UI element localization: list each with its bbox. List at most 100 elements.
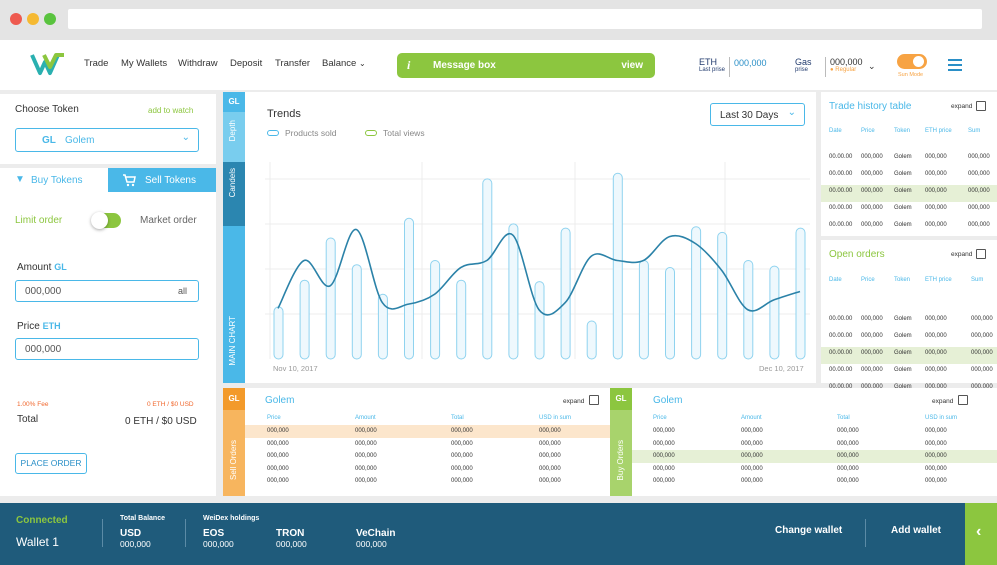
gas-select[interactable]: 000,000 ● Regular — [830, 57, 863, 73]
table-row[interactable]: 00.00.00 000,000 Golem 000,000 000,000 — [821, 381, 997, 398]
table-row[interactable]: 000,000 000,000 000,000 000,000 — [632, 463, 997, 476]
bar-products-sold[interactable] — [612, 172, 623, 360]
bar-products-sold[interactable] — [586, 320, 597, 360]
table-row[interactable]: 000,000 000,000 000,000 000,000 — [245, 438, 610, 451]
column-header: Total — [837, 415, 850, 421]
table-row[interactable]: 000,000 000,000 000,000 000,000 — [632, 438, 997, 451]
change-wallet-button[interactable]: Change wallet — [775, 525, 843, 536]
table-row[interactable]: 00.00.00 000,000 Golem 000,000 000,000 — [821, 313, 997, 330]
table-row[interactable]: 000,000 000,000 000,000 000,000 — [632, 450, 997, 463]
message-box[interactable]: i Message box view — [397, 53, 655, 78]
table-row[interactable]: 00.00.00 000,000 Golem 000,000 000,000 — [821, 330, 997, 347]
token-select[interactable]: GL Golem ⌄ — [15, 128, 199, 152]
expand-icon[interactable] — [589, 395, 599, 405]
tab-candels[interactable]: Candels — [223, 162, 245, 226]
bar-products-sold[interactable] — [482, 178, 493, 360]
bar-products-sold[interactable] — [534, 281, 545, 360]
amount-label-row: Amount GL — [17, 262, 67, 273]
place-order-button[interactable]: PLACE ORDER — [15, 453, 87, 474]
holding-usd-value: 000,000 — [120, 539, 151, 549]
table-row[interactable]: 00.00.00 000,000 Golem 000,000 000,000 — [821, 364, 997, 381]
table-cell: 00.00.00 — [829, 188, 853, 194]
expand-label[interactable]: expand — [932, 398, 954, 405]
bar-products-sold[interactable] — [508, 223, 519, 360]
bar-products-sold[interactable] — [717, 231, 728, 360]
table-row[interactable]: 00.00.00 000,000 Golem 000,000 000,000 — [821, 168, 997, 185]
nav-balance[interactable]: Balance ⌄ — [322, 58, 366, 69]
bar-products-sold[interactable] — [795, 227, 806, 360]
bar-products-sold[interactable] — [691, 226, 702, 360]
nav-deposit[interactable]: Deposit — [230, 58, 263, 69]
address-bar[interactable] — [68, 9, 982, 29]
logo-icon[interactable] — [30, 52, 66, 76]
amount-input[interactable]: 000,000 all — [15, 280, 199, 302]
column-header: USD in sum — [539, 415, 572, 421]
minimize-window-icon[interactable] — [27, 13, 39, 25]
close-window-icon[interactable] — [10, 13, 22, 25]
table-row[interactable]: 000,000 000,000 000,000 000,000 — [245, 425, 610, 438]
wallet-name[interactable]: Wallet 1 — [16, 535, 59, 549]
column-header: ETH price — [925, 128, 952, 134]
expand-icon[interactable] — [958, 395, 968, 405]
bar-products-sold[interactable] — [273, 306, 284, 360]
expand-icon[interactable] — [976, 101, 986, 111]
tab-main-chart[interactable]: MAIN CHART — [228, 316, 237, 366]
nav-my-wallets[interactable]: My Wallets — [121, 58, 168, 69]
tab-buy-tokens[interactable]: ▼ Buy Tokens — [0, 168, 108, 192]
table-row[interactable]: 000,000 000,000 000,000 000,000 — [245, 463, 610, 476]
price-input[interactable]: 000,000 — [15, 338, 199, 360]
nav-withdraw[interactable]: Withdraw — [178, 58, 218, 69]
tab-gl[interactable]: GL — [228, 97, 240, 106]
table-row[interactable]: 00.00.00 000,000 Golem 000,000 000,000 — [821, 151, 997, 168]
bar-products-sold[interactable] — [560, 227, 571, 360]
table-row[interactable]: 00.00.00 000,000 Golem 000,000 000,000 — [821, 219, 997, 236]
nav-trade[interactable]: Trade — [84, 58, 109, 69]
bar-products-sold[interactable] — [769, 265, 780, 360]
table-row[interactable]: 000,000 000,000 000,000 000,000 — [632, 425, 997, 438]
chevron-down-icon[interactable]: ⌄ — [868, 61, 876, 71]
bar-products-sold[interactable] — [325, 237, 336, 360]
message-view-link[interactable]: view — [621, 60, 643, 71]
bar-products-sold[interactable] — [377, 293, 388, 360]
tab-depth[interactable]: Depth — [223, 112, 245, 162]
table-cell: 000,000 — [968, 154, 990, 160]
table-cell: 000,000 — [925, 478, 947, 484]
table-row[interactable]: 000,000 000,000 000,000 000,000 — [245, 475, 610, 488]
expand-label[interactable]: expand — [951, 251, 973, 258]
table-cell: 000,000 — [837, 453, 859, 459]
table-cell: 00.00.00 — [829, 350, 853, 356]
amount-all-button[interactable]: all — [177, 286, 187, 296]
add-wallet-button[interactable]: Add wallet — [891, 525, 942, 536]
sell-tab-gl[interactable]: GL — [223, 388, 245, 410]
bar-products-sold[interactable] — [351, 264, 362, 360]
table-row[interactable]: 000,000 000,000 000,000 000,000 — [245, 450, 610, 463]
expand-icon[interactable] — [976, 249, 986, 259]
date-range-select[interactable]: Last 30 Days ⌄ — [710, 103, 805, 126]
collapse-footer-button[interactable]: ‹ — [965, 503, 997, 565]
bar-products-sold[interactable] — [299, 279, 310, 360]
expand-label[interactable]: expand — [951, 103, 973, 110]
tab-sell-tokens[interactable]: Sell Tokens — [108, 168, 216, 192]
bar-products-sold[interactable] — [430, 260, 441, 360]
menu-icon[interactable] — [948, 59, 962, 71]
table-row[interactable]: 00.00.00 000,000 Golem 000,000 000,000 — [821, 185, 997, 202]
nav-balance-label: Balance — [322, 58, 357, 69]
sun-mode-toggle[interactable] — [897, 54, 927, 69]
bar-products-sold[interactable] — [404, 217, 414, 360]
table-row[interactable]: 00.00.00 000,000 Golem 000,000 000,000 — [821, 347, 997, 364]
table-row[interactable]: 00.00.00 000,000 Golem 000,000 000,000 — [821, 202, 997, 219]
buy-tab-gl[interactable]: GL — [610, 388, 632, 410]
order-type-toggle[interactable] — [91, 212, 121, 229]
add-to-watch-link[interactable]: add to watch — [148, 106, 194, 115]
table-row[interactable]: 000,000 000,000 000,000 000,000 — [632, 475, 997, 488]
order-form-panel: ▼ Buy Tokens Sell Tokens Limit order Mar… — [0, 168, 216, 496]
maximize-window-icon[interactable] — [44, 13, 56, 25]
nav-transfer[interactable]: Transfer — [275, 58, 311, 69]
bar-products-sold[interactable] — [638, 260, 649, 360]
bar-products-sold[interactable] — [665, 267, 675, 360]
limit-order-label[interactable]: Limit order — [15, 215, 63, 226]
expand-label[interactable]: expand — [563, 398, 585, 405]
market-order-label[interactable]: Market order — [140, 215, 197, 226]
bar-products-sold[interactable] — [456, 279, 467, 360]
table-cell: 000,000 — [968, 188, 990, 194]
